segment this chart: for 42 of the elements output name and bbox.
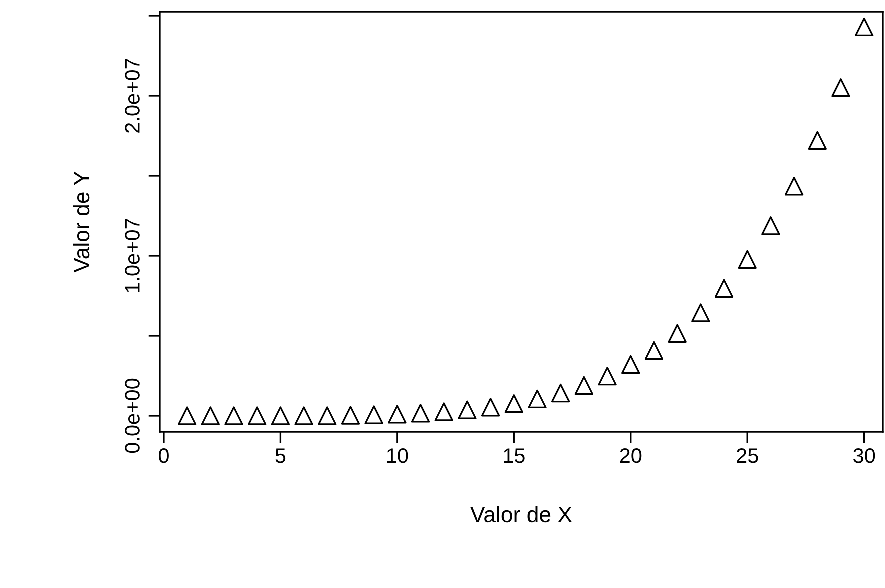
point	[271, 406, 290, 426]
x-tick-label: 15	[504, 448, 525, 464]
point	[504, 394, 524, 414]
point	[411, 404, 430, 423]
point	[178, 406, 197, 426]
point	[481, 398, 500, 417]
point	[644, 341, 664, 360]
point	[318, 406, 337, 426]
point	[854, 18, 874, 37]
point	[388, 405, 407, 424]
point	[668, 324, 687, 343]
point	[784, 177, 804, 196]
x-tick-label: 0	[158, 448, 169, 464]
point	[458, 400, 477, 420]
point	[574, 376, 594, 396]
point	[762, 216, 780, 236]
point	[248, 406, 267, 426]
point	[341, 406, 360, 425]
point	[224, 406, 244, 426]
point	[714, 279, 734, 298]
y-tick-label: 0.0e+00	[125, 378, 140, 454]
x-tick-label: 10	[387, 448, 408, 464]
y-tick-label: 2.0e+07	[125, 59, 140, 133]
point	[808, 131, 827, 150]
point	[692, 304, 710, 322]
point	[551, 384, 570, 403]
point	[622, 355, 640, 374]
point	[598, 366, 617, 386]
point	[738, 250, 757, 270]
x-tick-label: 30	[854, 448, 876, 464]
point	[434, 402, 454, 422]
point	[294, 406, 314, 426]
point	[364, 406, 384, 424]
x-tick-label: 5	[276, 448, 286, 464]
y-tick-label: 1.0e+07	[125, 219, 140, 292]
y-axis-title: Valor de Y	[73, 172, 90, 273]
x-axis-title: Valor de X	[470, 506, 572, 523]
point	[528, 390, 547, 409]
x-tick-label: 20	[620, 448, 642, 464]
point	[832, 78, 850, 98]
x-tick-label: 25	[737, 448, 758, 464]
point	[201, 406, 220, 426]
